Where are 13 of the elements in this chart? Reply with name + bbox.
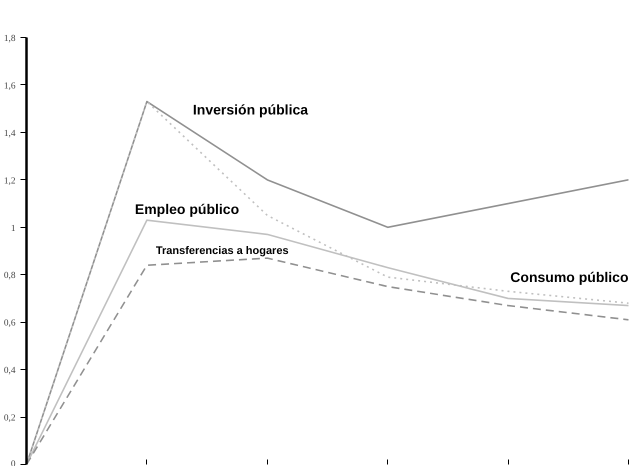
y-tick-label: 1,2 <box>4 176 16 186</box>
series-label: Consumo público <box>510 269 629 286</box>
y-tick-label: 1 <box>10 224 16 234</box>
series-label: Inversión pública <box>192 102 308 118</box>
y-tick-label: 0,8 <box>4 271 16 282</box>
y-tick-label: 1,8 <box>4 34 16 44</box>
y-tick-label: 0,2 <box>4 414 16 424</box>
series-label: Transferencias a hogares <box>156 245 289 258</box>
series-label: Empleo público <box>134 201 240 218</box>
y-tick-label: 1,6 <box>4 81 16 92</box>
y-tick-label: 1,4 <box>4 128 16 139</box>
y-tick-label: 0,6 <box>4 318 16 329</box>
y-tick-label: 0,4 <box>4 366 16 376</box>
